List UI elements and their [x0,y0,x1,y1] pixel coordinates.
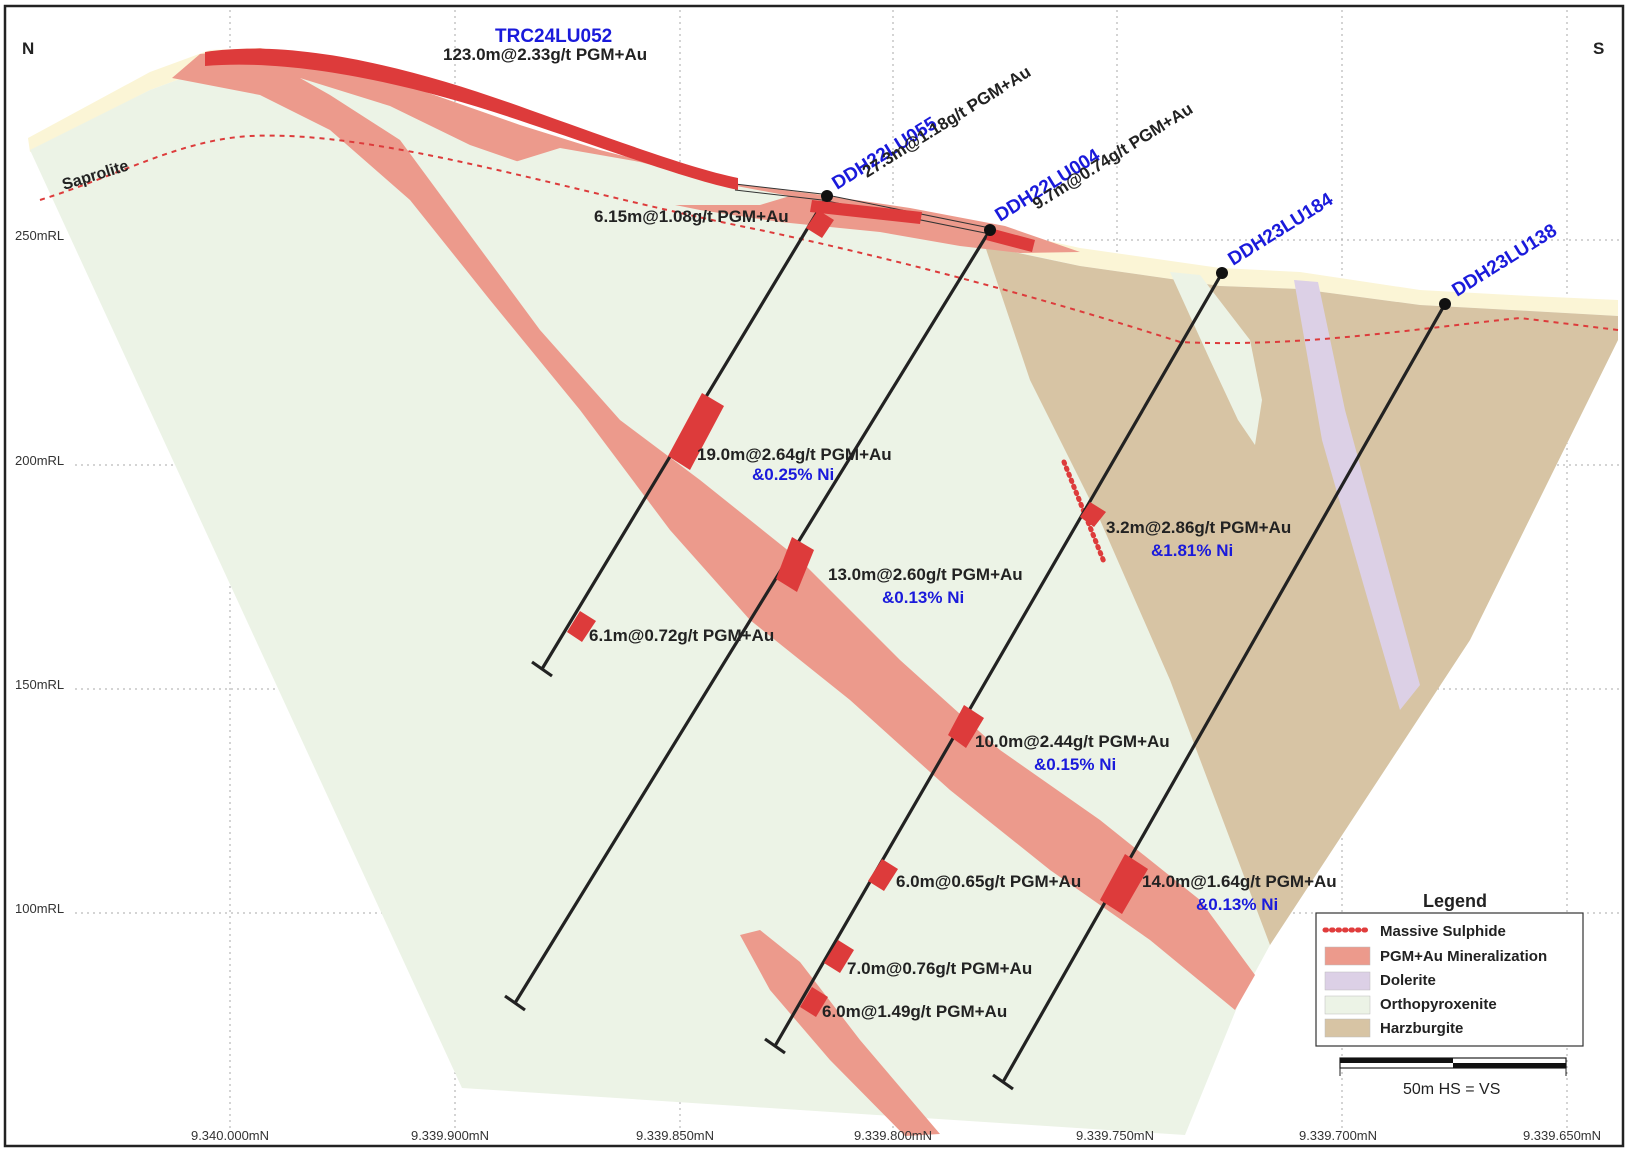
north-label: N [22,39,34,58]
scale-bar-segment-2 [1453,1063,1566,1068]
legend: Legend Massive Sulphide PGM+Au Mineraliz… [1315,891,1584,1047]
intercept-bar-i9 [824,940,854,973]
legend-swatch-pgm-au-mineralization [1324,946,1371,966]
intercept-bars [205,48,1148,1017]
rl-label-250: 250mRL [15,228,64,243]
legend-label-massive-sulphide: Massive Sulphide [1380,923,1506,940]
dolerite-dyke [1294,280,1420,710]
legend-label-pgm-au-mineralization: PGM+Au Mineralization [1380,948,1547,965]
intercept-label-i10: 6.0m@1.49g/t PGM+Au [822,1002,1007,1021]
intercept-ni-i5: &1.81% Ni [1151,541,1233,560]
south-label: S [1593,39,1604,58]
saprolite-boundary [39,134,1619,345]
drillhole-end-ddh23lu184 [764,1037,786,1055]
intercept-ni-i6: &0.15% Ni [1034,755,1116,774]
pgm-au-mineralization-main [172,48,1255,1010]
intercept-ni-i2: &0.25% Ni [752,465,834,484]
intercept-bar-i4 [567,611,596,642]
scale-bar-label: 50m HS = VS [1403,1081,1500,1098]
drillhole-trace-ddh22lu004 [513,229,992,1004]
rl-label-200: 200mRL [15,453,64,468]
scale-bar: 50m HS = VS [1339,1057,1567,1098]
intercept-bar-i6 [948,705,984,748]
pgm-au-mineralization-secondary [740,930,940,1136]
collar-ddh23lu138 [1439,298,1451,310]
scale-bar-segment-1 [1340,1058,1453,1063]
intercept-bar-i7 [868,859,898,891]
drillhole-trace-ddh23lu138 [1001,303,1447,1083]
rl-label-100: 100mRL [15,901,64,916]
legend-title: Legend [1423,891,1487,911]
drillhole-collars [821,190,1451,310]
intercept-bar-trench-ddh22lu055 [810,200,922,224]
intercept-bar-trc24lu052 [205,48,738,191]
northing-label-5: 9.339.750mN [1076,1128,1154,1143]
intercept-bar-trench-ddh22lu004 [986,228,1035,252]
rl-label-150: 150mRL [15,677,64,692]
intercept-label-i8: 14.0m@1.64g/t PGM+Au [1142,872,1337,891]
drillhole-trace-ddh23lu184 [773,272,1224,1047]
intercept-bar-i3 [776,537,814,592]
interval-trc24lu052: 123.0m@2.33g/t PGM+Au [443,45,647,64]
intercept-label-i2: 19.0m@2.64g/t PGM+Au [697,445,892,464]
collar-ddh22lu055 [821,190,833,202]
collar-ddh22lu004 [984,224,996,236]
orthopyroxenite-gap [500,148,790,205]
intercept-label-i3: 13.0m@2.60g/t PGM+Au [828,565,1023,584]
intercept-bar-i10 [800,987,828,1017]
hole-name-trc24lu052: TRC24LU052 [495,26,612,47]
legend-swatch-harzburgite [1324,1018,1371,1038]
intercept-label-i6: 10.0m@2.44g/t PGM+Au [975,732,1170,751]
intercept-bar-i1 [806,210,834,238]
intercept-ni-i8: &0.13% Ni [1196,895,1278,914]
collar-ddh23lu184 [1216,267,1228,279]
legend-label-dolerite: Dolerite [1380,972,1436,989]
intercept-label-i7: 6.0m@0.65g/t PGM+Au [896,872,1081,891]
drillhole-end-ddh22lu055 [531,660,553,678]
drillhole-end-ddh23lu138 [992,1073,1014,1091]
trench-connector-lower [734,189,991,235]
northing-label-7: 9.339.650mN [1523,1128,1601,1143]
northing-label-1: 9.340.000mN [191,1128,269,1143]
drillhole-end-ddh22lu004 [504,994,526,1012]
intercept-bar-i2 [668,393,724,470]
northing-label-4: 9.339.800mN [854,1128,932,1143]
intercept-ni-i3: &0.13% Ni [882,588,964,607]
harzburgite-body [985,246,1618,945]
intercept-bar-i5 [1080,502,1106,527]
legend-label-orthopyroxenite: Orthopyroxenite [1380,996,1497,1013]
northing-label-3: 9.339.850mN [636,1128,714,1143]
legend-swatch-dolerite [1324,971,1371,991]
northing-label-6: 9.339.700mN [1299,1128,1377,1143]
intercept-bar-i8 [1100,854,1148,914]
legend-swatch-orthopyroxenite [1324,995,1371,1015]
northing-label-2: 9.339.900mN [411,1128,489,1143]
intercept-label-i9: 7.0m@0.76g/t PGM+Au [847,959,1032,978]
intercept-label-i5: 3.2m@2.86g/t PGM+Au [1106,518,1291,537]
legend-label-harzburgite: Harzburgite [1380,1020,1463,1037]
intercept-label-i4: 6.1m@0.72g/t PGM+Au [589,626,774,645]
intercept-label-i1: 6.15m@1.08g/t PGM+Au [594,207,789,226]
orthopyroxenite-lens [1170,272,1262,445]
